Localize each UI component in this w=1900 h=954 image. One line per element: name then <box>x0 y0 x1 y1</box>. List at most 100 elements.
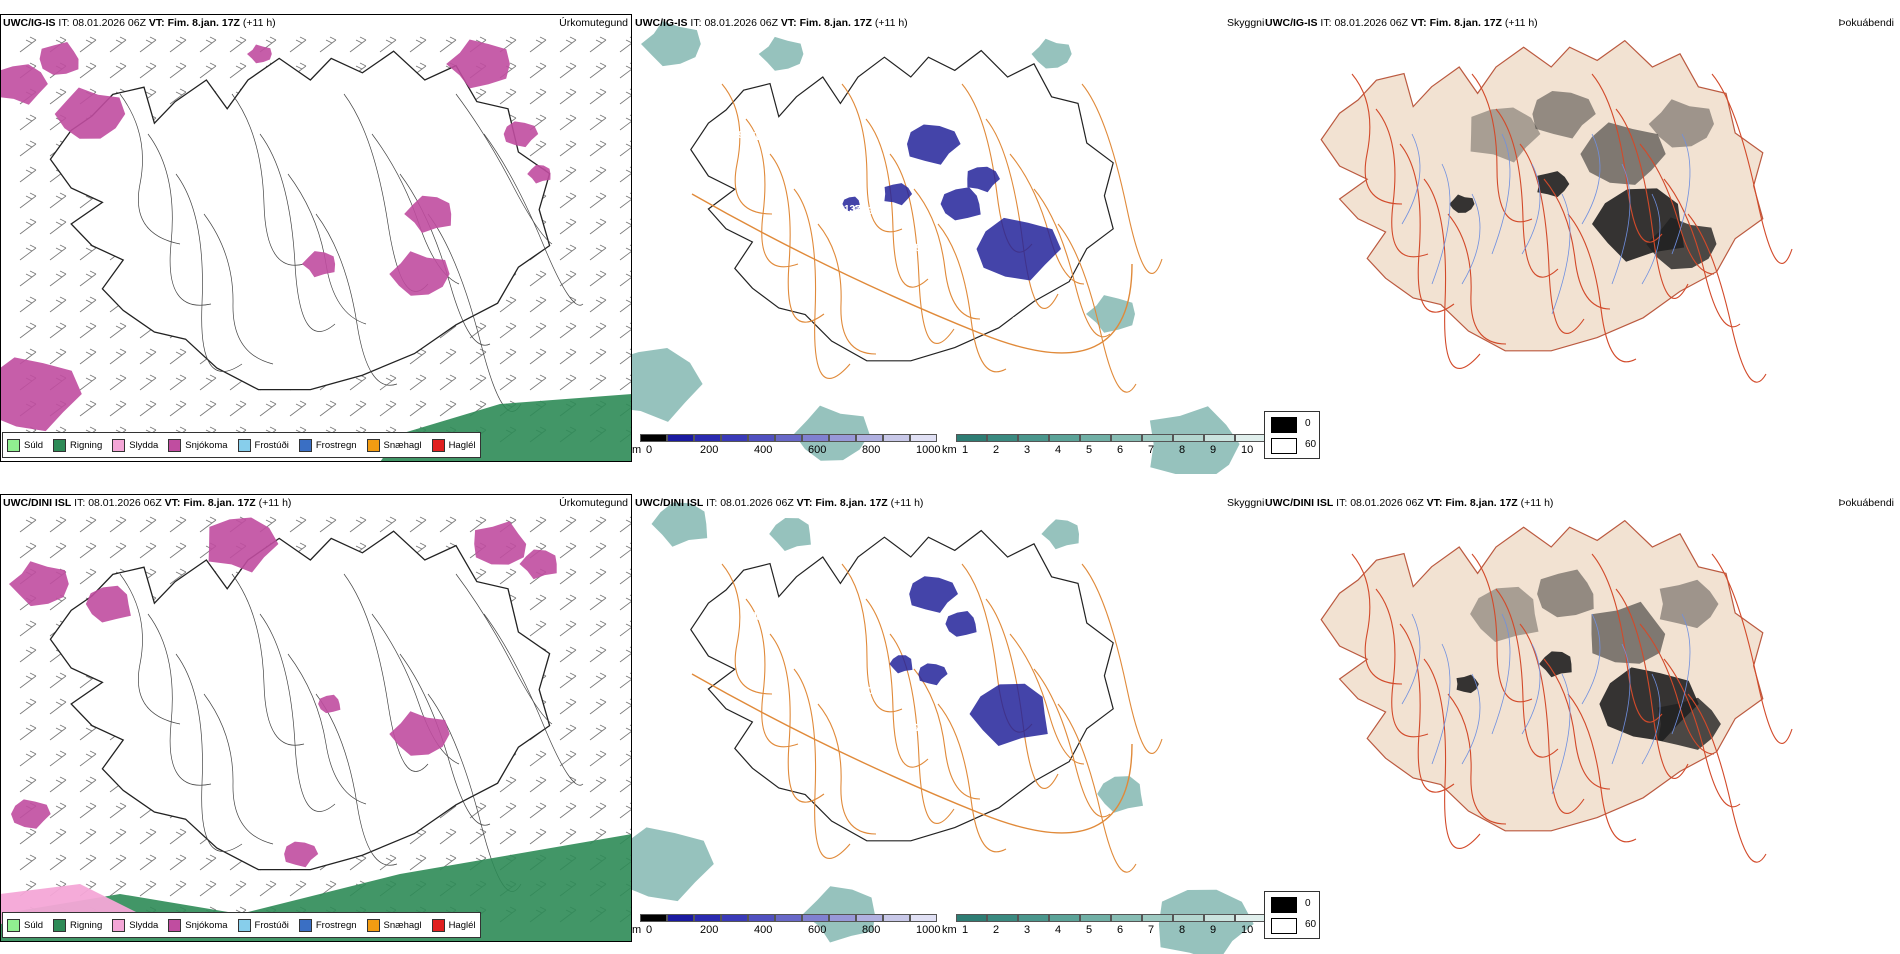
wind-barb <box>350 517 366 532</box>
wind-barb <box>590 569 606 584</box>
wind-barb <box>440 349 456 364</box>
wind-barb <box>380 517 396 532</box>
precip-type-map-bottom: UWC/DINI ISL IT: 08.01.2026 06Z VT: Fim.… <box>0 494 632 942</box>
wind-barb <box>560 375 576 390</box>
visibility-tick: 6 <box>1117 924 1123 936</box>
wind-barb <box>530 517 546 532</box>
wind-barb <box>110 37 126 52</box>
wind-barb <box>530 803 546 818</box>
wind-barb <box>620 375 632 390</box>
snow-area <box>474 521 526 564</box>
visibility-segment <box>1049 434 1080 442</box>
wind-barb <box>590 167 606 182</box>
wind-barb <box>410 401 426 416</box>
legend-swatch <box>432 919 445 932</box>
wind-barb <box>560 699 576 714</box>
wind-barb <box>380 855 396 870</box>
wind-barb <box>80 569 96 584</box>
wind-barb <box>560 245 576 260</box>
cloud-base-label: 236 <box>1074 834 1091 845</box>
wind-barb <box>50 829 66 844</box>
legend-swatch <box>238 919 251 932</box>
wind-barb <box>620 751 632 766</box>
visibility-segment <box>1204 914 1235 922</box>
wind-barb <box>500 89 516 104</box>
wind-barb <box>590 89 606 104</box>
legend-swatch <box>53 919 66 932</box>
wind-barb <box>320 517 336 532</box>
visibility-segment <box>1235 914 1266 922</box>
wind-barb <box>590 375 606 390</box>
wind-barb <box>530 323 546 338</box>
wind-barb <box>80 855 96 870</box>
wind-barb <box>590 141 606 156</box>
wind-barb <box>620 803 632 818</box>
wind-barb <box>110 375 126 390</box>
legend-label: Frostúði <box>255 920 289 931</box>
visibility-tick: 5 <box>1086 444 1092 456</box>
visibility-segment <box>956 914 987 922</box>
visibility-tick: 10 <box>1241 924 1253 936</box>
visibility-segment <box>1111 434 1142 442</box>
wind-barb <box>620 777 632 792</box>
elevation-segment <box>721 434 748 442</box>
snow-area <box>0 64 48 105</box>
wind-barb <box>470 829 486 844</box>
wind-barb <box>560 569 576 584</box>
visibility-tick: 1 <box>962 444 968 456</box>
legend-label: Snjókoma <box>185 440 227 451</box>
wind-barb <box>230 37 246 52</box>
wind-barb <box>230 401 246 416</box>
wind-barb <box>200 881 216 896</box>
coastline <box>1321 521 1763 831</box>
wind-barb <box>590 193 606 208</box>
wind-barb <box>590 323 606 338</box>
legend-item: Frostúði <box>238 439 289 452</box>
wind-barb <box>590 725 606 740</box>
cloud-base-label: 283 <box>791 167 808 178</box>
wind-barb <box>590 803 606 818</box>
wind-barb <box>110 401 126 416</box>
wind-barb <box>20 297 36 312</box>
wind-barb <box>620 725 632 740</box>
wind-barb <box>560 829 576 844</box>
wind-barb <box>20 271 36 286</box>
wind-barb <box>80 271 96 286</box>
wind-barb <box>560 725 576 740</box>
fog-colorbar: 0 60 <box>1264 891 1320 939</box>
wind-barb <box>140 63 156 78</box>
wind-barb <box>230 63 246 78</box>
cloud-base-label: 432 <box>853 685 870 696</box>
wind-barb <box>560 219 576 234</box>
wind-barb <box>620 569 632 584</box>
wind-barb <box>200 63 216 78</box>
legend-swatch <box>7 439 20 452</box>
wind-barb <box>590 37 606 52</box>
wind-barb <box>20 699 36 714</box>
visibility-tick: 2 <box>993 924 999 936</box>
wind-barb <box>320 37 336 52</box>
legend-swatch <box>367 919 380 932</box>
wind-barb <box>560 297 576 312</box>
wind-barb <box>530 271 546 286</box>
wind-barb <box>50 855 66 870</box>
visibility-segment <box>1080 434 1111 442</box>
panel-type-label: Þokuábendi <box>1839 497 1894 509</box>
wind-barb <box>560 349 576 364</box>
wind-barb <box>50 517 66 532</box>
visibility-canvas: 7318884795799949410086205277296841154511… <box>632 14 1332 474</box>
wind-barb <box>500 323 516 338</box>
wind-barb <box>20 167 36 182</box>
cloud-base-label: 414 <box>747 611 764 622</box>
precip-type-canvas <box>0 14 632 462</box>
wind-barb <box>20 115 36 130</box>
wind-barb <box>50 349 66 364</box>
wind-barb <box>470 803 486 818</box>
panel-type-label: Þokuábendi <box>1839 17 1894 29</box>
cloud-base-label: 90 <box>968 760 980 771</box>
legend-label: Súld <box>24 440 43 451</box>
wind-barb <box>110 803 126 818</box>
visibility-segment <box>1235 434 1266 442</box>
